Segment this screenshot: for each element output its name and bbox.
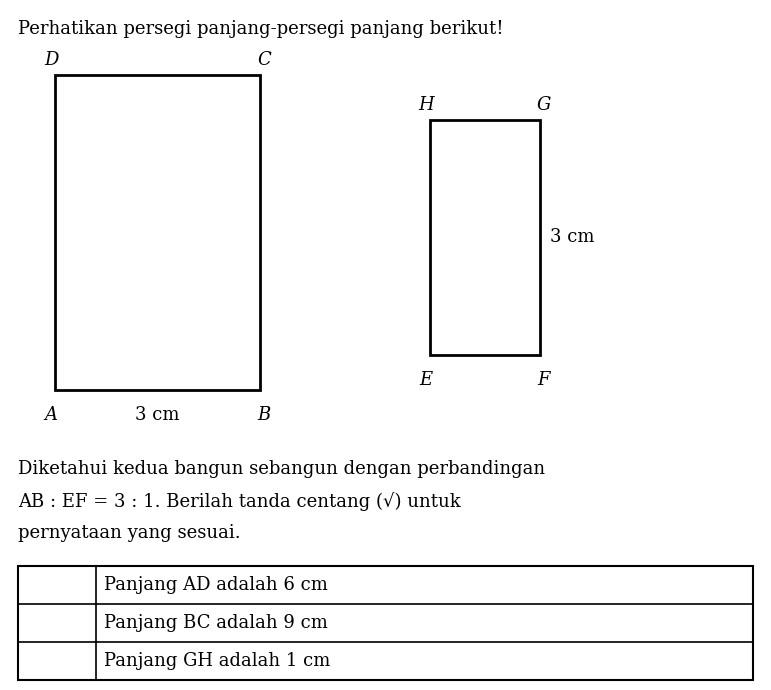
Bar <box>55 75 260 390</box>
Bar <box>18 566 753 680</box>
Text: E: E <box>419 371 433 389</box>
Text: Perhatikan persegi panjang-persegi panjang berikut!: Perhatikan persegi panjang-persegi panja… <box>18 20 503 38</box>
Text: 3 cm: 3 cm <box>550 228 594 246</box>
Text: AB : EF = 3 : 1. Berilah tanda centang (√) untuk: AB : EF = 3 : 1. Berilah tanda centang (… <box>18 492 461 511</box>
Text: pernyataan yang sesuai.: pernyataan yang sesuai. <box>18 524 241 542</box>
Text: A: A <box>45 406 58 424</box>
Text: Panjang GH adalah 1 cm: Panjang GH adalah 1 cm <box>104 652 331 670</box>
Text: Panjang BC adalah 9 cm: Panjang BC adalah 9 cm <box>104 614 328 632</box>
Text: F: F <box>537 371 550 389</box>
Text: Diketahui kedua bangun sebangun dengan perbandingan: Diketahui kedua bangun sebangun dengan p… <box>18 460 545 478</box>
Text: D: D <box>44 51 58 69</box>
Text: 3 cm: 3 cm <box>135 406 180 424</box>
Text: Panjang AD adalah 6 cm: Panjang AD adalah 6 cm <box>104 576 328 594</box>
Bar <box>430 120 540 355</box>
Text: H: H <box>418 96 434 114</box>
Text: G: G <box>537 96 551 114</box>
Text: C: C <box>257 51 271 69</box>
Text: B: B <box>258 406 271 424</box>
